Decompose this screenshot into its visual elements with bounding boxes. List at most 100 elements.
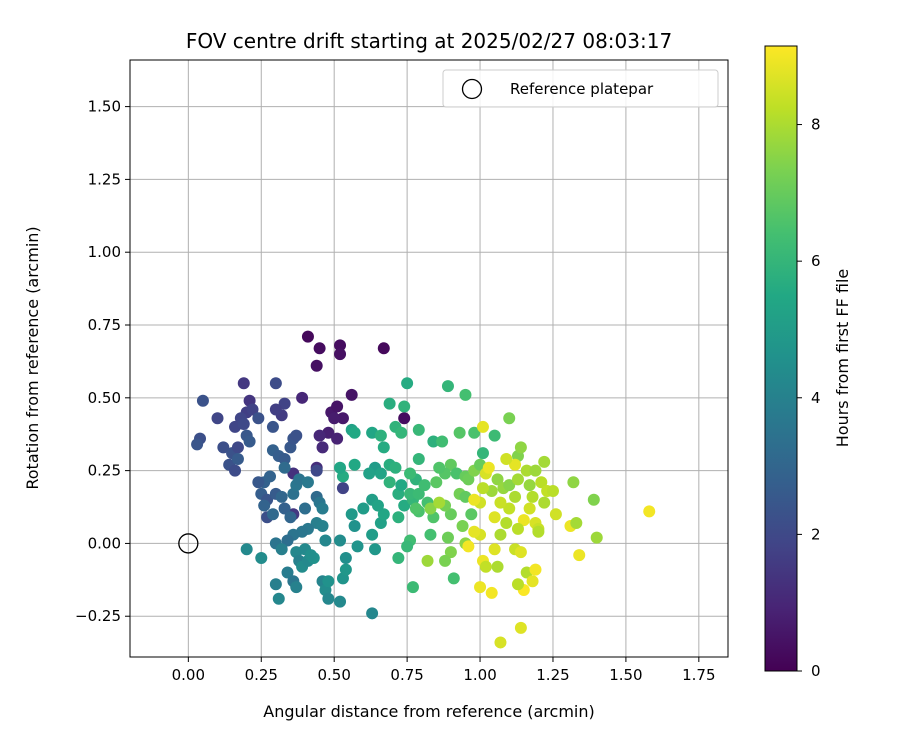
x-tick-label: 1.50: [609, 666, 642, 684]
data-point: [310, 359, 323, 372]
data-point: [290, 581, 303, 594]
data-point: [211, 412, 224, 425]
data-point: [424, 528, 437, 541]
x-tick-label: 0.75: [390, 666, 423, 684]
y-tick-label: 1.50: [88, 98, 121, 116]
data-point: [301, 476, 314, 489]
data-point: [476, 447, 489, 460]
data-point: [278, 461, 291, 474]
data-point: [511, 473, 524, 486]
data-point: [269, 578, 282, 591]
data-point: [389, 461, 402, 474]
data-point: [462, 540, 475, 553]
data-point: [526, 575, 539, 588]
data-point: [488, 511, 501, 524]
data-point: [567, 476, 580, 489]
data-point: [334, 534, 347, 547]
colorbar-tick-label: 0: [811, 662, 821, 680]
data-point: [377, 342, 390, 355]
colorbar-tick-label: 8: [811, 116, 821, 134]
colorbar-ticks: 0 2 4 6 8: [797, 116, 821, 680]
data-point: [427, 435, 440, 448]
data-point: [523, 502, 536, 515]
data-point: [229, 464, 242, 477]
data-point: [336, 482, 349, 495]
legend-open-circle-marker: [461, 78, 483, 100]
data-point: [447, 572, 460, 585]
x-tick-label: 0.25: [245, 666, 278, 684]
data-point: [275, 543, 288, 556]
reference-point-layer: [178, 533, 199, 554]
data-point: [336, 412, 349, 425]
data-point: [436, 435, 449, 448]
data-point: [517, 514, 530, 527]
data-point: [278, 502, 291, 515]
data-point: [412, 452, 425, 465]
data-point: [404, 487, 417, 500]
data-point: [468, 493, 481, 506]
data-point: [392, 551, 405, 564]
data-point: [269, 403, 282, 416]
data-point: [237, 377, 250, 390]
data-point: [529, 563, 542, 576]
data-point: [398, 400, 411, 413]
data-point: [404, 467, 417, 480]
data-point: [296, 391, 309, 404]
reference-platepar-marker: [178, 533, 199, 554]
data-point: [453, 426, 466, 439]
data-point: [511, 578, 524, 591]
data-point: [334, 348, 347, 361]
y-tick-label: 0.25: [88, 462, 121, 480]
data-point: [433, 461, 446, 474]
data-point: [331, 432, 344, 445]
data-point: [488, 543, 501, 556]
colorbar-label: Hours from first FF file: [833, 269, 852, 448]
data-point: [535, 476, 548, 489]
data-point: [264, 470, 277, 483]
data-point: [590, 531, 603, 544]
data-point: [514, 621, 527, 634]
data-point: [465, 508, 478, 521]
data-point: [412, 487, 425, 500]
data-point: [310, 464, 323, 477]
data-point: [412, 423, 425, 436]
data-point: [304, 549, 317, 562]
data-point: [345, 388, 358, 401]
data-point: [246, 403, 259, 416]
data-point: [237, 418, 250, 431]
data-point: [406, 581, 419, 594]
data-point: [476, 420, 489, 433]
x-axis-title: Angular distance from reference (arcmin): [263, 702, 594, 721]
legend-box: [442, 69, 719, 108]
data-point: [252, 412, 265, 425]
data-point: [395, 426, 408, 439]
data-point: [357, 502, 370, 515]
data-point: [503, 479, 516, 492]
data-point: [269, 377, 282, 390]
data-point: [503, 502, 516, 515]
data-point: [494, 528, 507, 541]
data-point: [316, 502, 329, 515]
data-point: [272, 592, 285, 605]
y-axis-title: Rotation from reference (arcmin): [23, 226, 42, 489]
data-point: [509, 458, 522, 471]
x-axis-ticks: 0.00 0.25 0.50 0.75 1.00 1.25 1.50 1.75: [172, 657, 716, 684]
data-point: [491, 560, 504, 573]
data-point: [643, 505, 656, 518]
data-point: [509, 490, 522, 503]
data-point: [418, 479, 431, 492]
data-point: [441, 380, 454, 393]
data-point: [401, 377, 414, 390]
data-point: [468, 426, 481, 439]
data-point: [316, 441, 329, 454]
data-point: [334, 595, 347, 608]
colorbar: [764, 45, 798, 672]
data-point: [258, 499, 271, 512]
data-point: [538, 496, 551, 509]
data-point: [240, 543, 253, 556]
data-point: [430, 476, 443, 489]
data-point: [345, 508, 358, 521]
data-point: [301, 330, 314, 343]
data-point: [231, 441, 244, 454]
